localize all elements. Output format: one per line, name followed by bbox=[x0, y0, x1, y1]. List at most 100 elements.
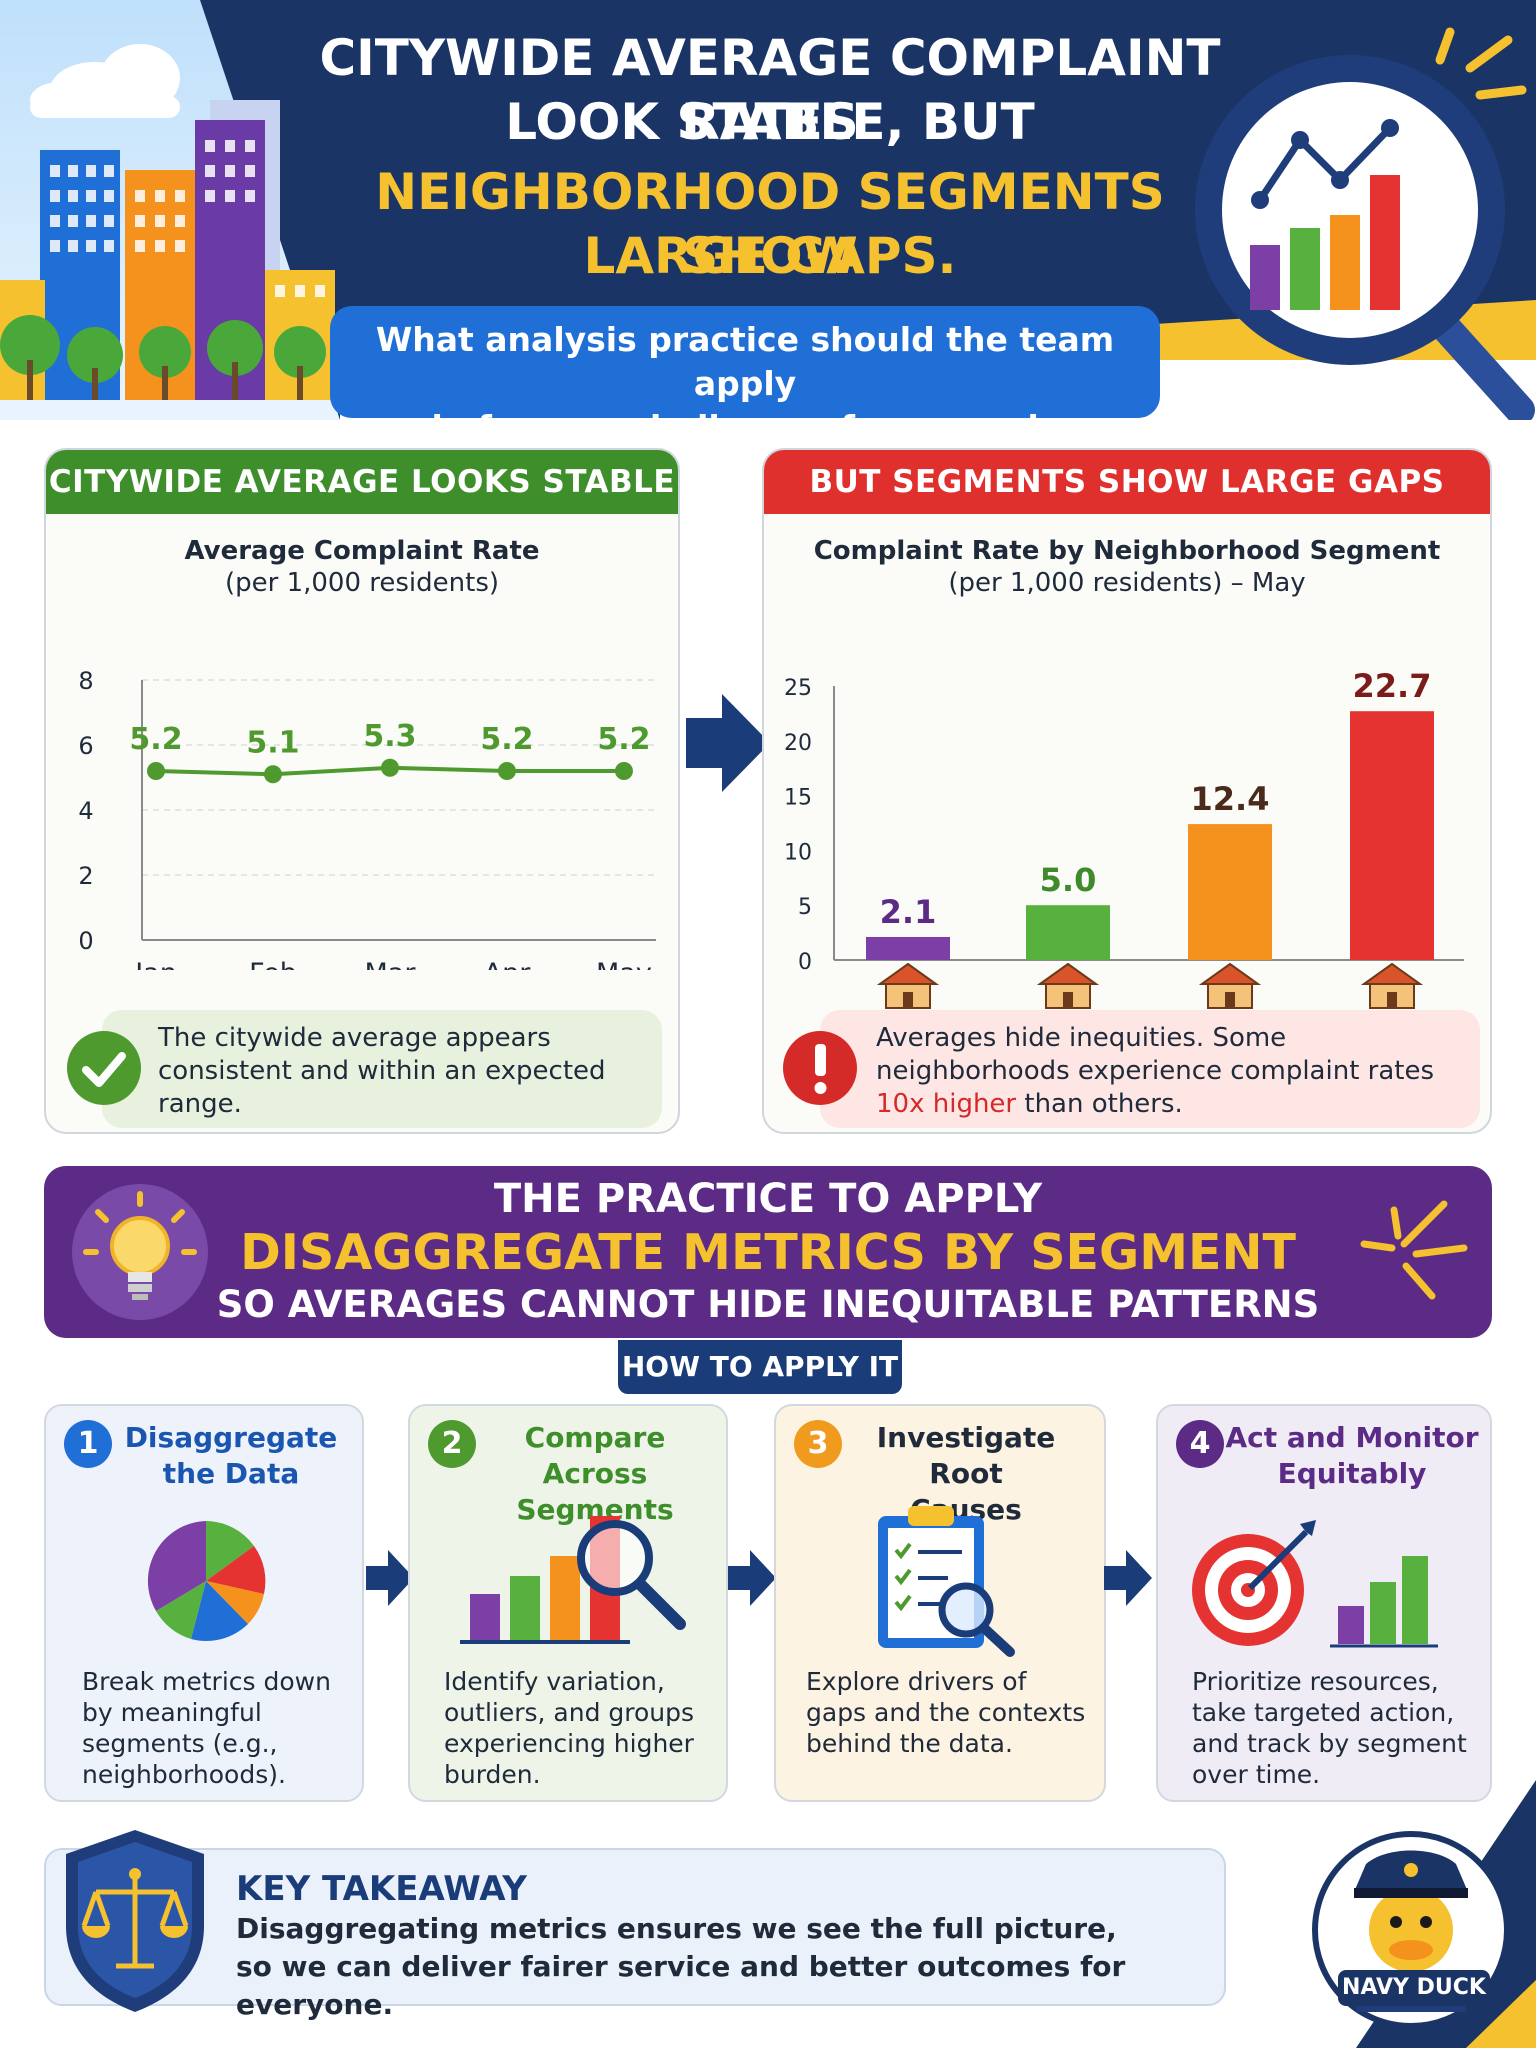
lightbulb-icon bbox=[72, 1184, 208, 1320]
line-chart-subtitle: (per 1,000 residents) bbox=[224, 568, 500, 598]
citywide-banner: CITYWIDE AVERAGE LOOKS STABLE bbox=[46, 450, 678, 514]
segments-note-end: than others. bbox=[1016, 1089, 1183, 1119]
line-chart: 0 2 4 6 8 5.2 Jan 5.1 Feb 5.3 Mar 5.2 Apr 5.2 May bbox=[78, 667, 656, 970]
takeaway-title: KEY TAKEAWAY bbox=[236, 1869, 527, 1909]
question-line-2: before concluding performance is equitab… bbox=[330, 406, 1160, 420]
magnifier-chart-icon bbox=[1195, 55, 1535, 420]
how-to-apply-label: HOW TO APPLY IT bbox=[618, 1340, 902, 1394]
key-takeaway-box: KEY TAKEAWAY Disaggregating metrics ensu… bbox=[44, 1830, 1226, 2021]
mascot-label: NAVY DUCK bbox=[1338, 1970, 1490, 2006]
step-3-title-a: Investigate Root bbox=[876, 1421, 1056, 1490]
segments-banner: BUT SEGMENTS SHOW LARGE GAPS bbox=[764, 450, 1490, 514]
title-line-1: CITYWIDE AVERAGE COMPLAINT RATES bbox=[319, 29, 1221, 151]
step-4-body: Prioritize resources, take targeted acti… bbox=[1192, 1667, 1467, 1789]
step-3-body: Explore drivers of gaps and the contexts… bbox=[806, 1667, 1086, 1758]
x-tick-label: Feb bbox=[249, 958, 297, 970]
house-icon bbox=[1360, 962, 1424, 1009]
citywide-panel: CITYWIDE AVERAGE LOOKS STABLE Average Co… bbox=[44, 448, 680, 1134]
step-4-card: 4 Act and Monitor Equitably Prioritize re… bbox=[1156, 1404, 1492, 1802]
right-arrow-icon bbox=[686, 694, 770, 792]
segments-note-text: Averages hide inequities. Some neighborh… bbox=[876, 1023, 1435, 1086]
step-2-body: Identify variation, outliers, and groups… bbox=[444, 1667, 695, 1789]
city-buildings-icon bbox=[0, 100, 335, 400]
data-label: 5.0 bbox=[1040, 861, 1097, 899]
data-label: 22.7 bbox=[1353, 667, 1432, 705]
data-label: 5.3 bbox=[363, 719, 416, 754]
takeaway-line-1: Disaggregating metrics ensures we see th… bbox=[236, 1912, 1117, 1945]
question-underlined-word: before bbox=[432, 408, 554, 420]
y-tick-label: 25 bbox=[784, 676, 812, 701]
y-tick-label: 0 bbox=[798, 950, 812, 975]
data-point bbox=[614, 762, 633, 780]
step-4-title-b: Equitably bbox=[1277, 1457, 1427, 1490]
sparkle-icon bbox=[1435, 27, 1527, 100]
navy-duck-mascot bbox=[1312, 1780, 1536, 2048]
segments-panel: BUT SEGMENTS SHOW LARGE GAPS Complaint R… bbox=[762, 448, 1492, 1134]
x-tick-label: Mar bbox=[364, 958, 416, 970]
bar-downtown bbox=[1188, 824, 1272, 960]
house-icon bbox=[876, 962, 940, 1009]
step-3-card: 3 Investigate Root Causes Explore drivers… bbox=[774, 1404, 1106, 1802]
step-arrow-2-icon bbox=[728, 1550, 776, 1606]
y-tick-label: 0 bbox=[78, 927, 93, 955]
title-line-2: LOOK STABLE, BUT bbox=[505, 93, 1035, 151]
data-label: 5.2 bbox=[480, 722, 533, 757]
step-1-card: 1 Disaggregate the Data Break metrics dow… bbox=[44, 1404, 364, 1802]
bar-westview bbox=[1026, 905, 1110, 960]
y-tick-label: 4 bbox=[78, 797, 93, 825]
step-2-title-a: Compare Across bbox=[524, 1421, 666, 1490]
bar-riverside bbox=[1350, 711, 1434, 960]
step-1-body: Break metrics down by meaningful segment… bbox=[82, 1667, 331, 1789]
line-chart-title: Average Complaint Rate bbox=[184, 536, 540, 566]
step-3-number: 3 bbox=[794, 1420, 842, 1468]
y-tick-label: 20 bbox=[784, 731, 812, 756]
takeaway-line-2: so we can deliver fairer service and bet… bbox=[236, 1950, 1126, 2021]
step-arrow-3-icon bbox=[1104, 1550, 1152, 1606]
step-2-number: 2 bbox=[428, 1420, 476, 1468]
house-icon bbox=[1036, 962, 1100, 1009]
practice-banner: THE PRACTICE TO APPLY DISAGGREGATE METRI… bbox=[44, 1166, 1492, 1338]
header: CITYWIDE AVERAGE COMPLAINT RATES LOOK ST… bbox=[0, 0, 1536, 420]
data-point bbox=[380, 758, 399, 777]
practice-line-2: DISAGGREGATE METRICS BY SEGMENT bbox=[240, 1224, 1296, 1281]
data-point bbox=[263, 765, 282, 784]
step-1-title-b: the Data bbox=[162, 1457, 300, 1490]
title-line-3: NEIGHBORHOOD SEGMENTS SHOW bbox=[375, 163, 1165, 285]
practice-line-3: SO AVERAGES CANNOT HIDE INEQUITABLE PATT… bbox=[216, 1283, 1320, 1326]
data-point bbox=[497, 762, 516, 780]
x-tick-label: Jan bbox=[133, 958, 177, 970]
clipboard-search-icon bbox=[878, 1506, 1015, 1657]
step-4-title-a: Act and Monitor bbox=[1225, 1421, 1479, 1454]
x-tick-label: Apr bbox=[484, 958, 532, 970]
bar-chart-title: Complaint Rate by Neighborhood Segment bbox=[813, 536, 1441, 566]
segments-note-highlight: 10x higher bbox=[876, 1089, 1017, 1119]
pie-chart-icon bbox=[147, 1521, 266, 1641]
citywide-note: The citywide average appears consistent … bbox=[102, 1010, 662, 1128]
y-tick-label: 5 bbox=[798, 895, 812, 920]
title-line-4: LARGE GAPS. bbox=[583, 227, 957, 285]
check-icon bbox=[67, 1031, 141, 1105]
scales-shield-icon bbox=[66, 1830, 204, 2012]
bar-northside bbox=[866, 936, 950, 960]
practice-line-1: THE PRACTICE TO APPLY bbox=[493, 1176, 1043, 1222]
question-line-2-rest: concluding performance is equitable? bbox=[553, 408, 1059, 420]
house-icon bbox=[1198, 962, 1262, 1009]
step-4-number: 4 bbox=[1176, 1420, 1224, 1468]
y-tick-label: 6 bbox=[78, 732, 93, 760]
data-label: 12.4 bbox=[1191, 780, 1270, 818]
data-label: 5.1 bbox=[246, 725, 299, 760]
x-tick-label: May bbox=[596, 958, 652, 970]
question-box: What analysis practice should the team a… bbox=[330, 306, 1160, 420]
data-point bbox=[147, 762, 165, 780]
bar-magnifier-icon bbox=[460, 1516, 686, 1644]
burst-icon bbox=[1360, 1200, 1468, 1300]
segments-note: Averages hide inequities. Some neighborh… bbox=[820, 1010, 1480, 1128]
bar-chart: 05101520252.1Northside5.0Westview12.4Dow… bbox=[784, 667, 1464, 1009]
y-tick-label: 8 bbox=[78, 667, 93, 695]
step-1-title-a: Disaggregate bbox=[124, 1421, 338, 1454]
y-tick-label: 2 bbox=[78, 862, 93, 890]
step-arrow-1-icon bbox=[366, 1550, 414, 1606]
y-tick-label: 10 bbox=[784, 840, 812, 865]
y-tick-label: 15 bbox=[784, 786, 812, 811]
data-label: 2.1 bbox=[880, 893, 937, 931]
